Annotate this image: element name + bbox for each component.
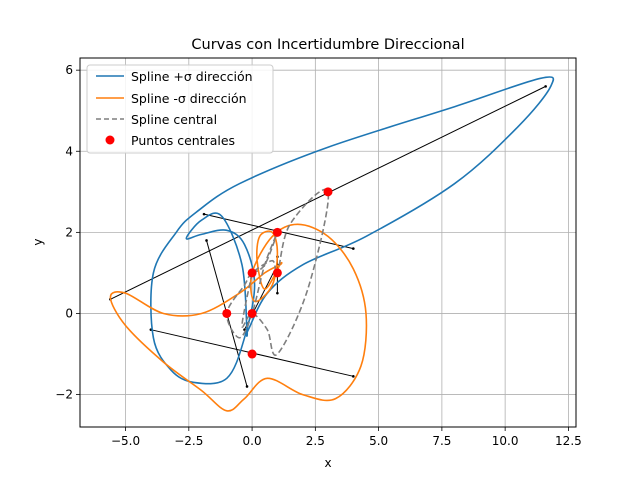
segment-endpoint (245, 385, 249, 388)
x-axis-label: x (324, 456, 331, 470)
central-point (247, 268, 257, 278)
x-tick-label: −5.0 (111, 434, 140, 448)
y-tick-label: 4 (65, 144, 73, 158)
legend-label-minus: Spline -σ dirección (131, 91, 247, 106)
y-tick-label: 6 (65, 63, 73, 77)
y-tick-label: 2 (65, 225, 73, 239)
y-tick-label: 0 (65, 306, 73, 320)
central-point (247, 349, 257, 359)
central-point (323, 187, 333, 197)
legend-label-plus: Spline +σ dirección (131, 69, 253, 84)
segment-endpoint (202, 212, 206, 216)
x-tick-label: 12.5 (555, 434, 582, 448)
legend: Spline +σ dirección Spline -σ dirección … (86, 64, 274, 154)
legend-box (86, 64, 274, 154)
x-tick-label: 2.5 (306, 434, 325, 448)
segment-endpoint (352, 247, 355, 250)
series-minus-sigma (109, 223, 368, 412)
x-tick-label: −2.5 (174, 434, 203, 448)
segment-endpoint (352, 375, 355, 378)
segment-endpoint (544, 85, 547, 88)
plot-frame (79, 57, 577, 428)
x-tick-label: 5.0 (369, 434, 388, 448)
x-ticks: −5.0 −2.5 0.0 2.5 5.0 7.5 10.0 12.5 (111, 427, 582, 448)
legend-label-points: Puntos centrales (131, 133, 235, 148)
segment-endpoint (276, 291, 279, 295)
legend-label-central: Spline central (131, 112, 217, 127)
y-axis-label: y (31, 238, 45, 245)
points-layer (222, 187, 333, 359)
series-plus-sigma (150, 76, 555, 385)
y-ticks: −2 0 2 4 6 (55, 63, 80, 402)
central-point (247, 308, 257, 318)
x-tick-label: 7.5 (432, 434, 451, 448)
central-point (222, 308, 232, 318)
chart-title: Curvas con Incertidumbre Direccional (191, 37, 464, 53)
segment-endpoint (205, 239, 208, 242)
x-tick-label: 0.0 (243, 434, 262, 448)
central-point (272, 227, 282, 237)
y-tick-label: −2 (55, 388, 73, 402)
central-point (272, 268, 282, 278)
x-tick-label: 10.0 (492, 434, 519, 448)
legend-swatch-points (105, 135, 115, 145)
